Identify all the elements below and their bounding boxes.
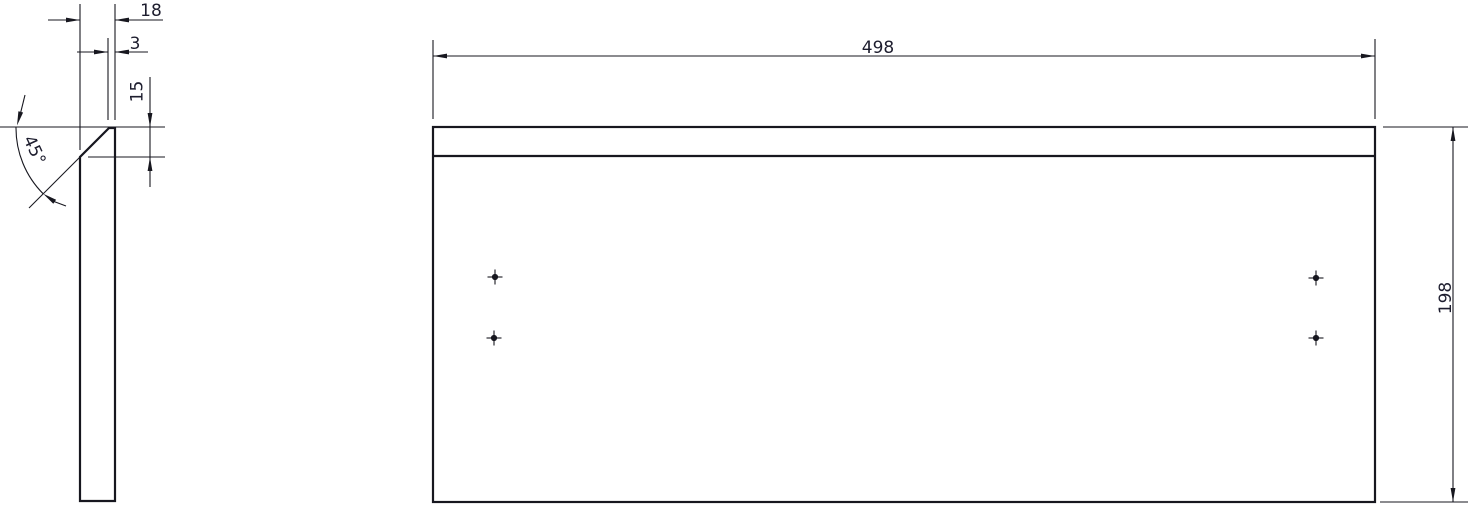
arrowhead bbox=[147, 113, 153, 127]
arrowhead bbox=[1361, 53, 1375, 59]
hole-center-mark-top-right bbox=[1308, 270, 1324, 286]
arrowhead bbox=[433, 53, 447, 59]
arrow-tail bbox=[20, 94, 26, 113]
arrowhead bbox=[115, 49, 129, 55]
front-view-outline bbox=[431, 125, 1377, 504]
dimension-thickness: 18 bbox=[48, 1, 163, 150]
dimension-chamfer-height: 15 bbox=[0, 77, 165, 187]
dim-text-width: 498 bbox=[862, 38, 894, 58]
dimension-top-flat: 3 bbox=[77, 34, 148, 120]
dimension-height: 198 bbox=[1380, 126, 1468, 503]
arrowhead bbox=[66, 17, 80, 23]
dimension-width: 498 bbox=[432, 38, 1376, 119]
side-view-outline bbox=[78, 126, 117, 503]
hole-center-mark-bottom-right bbox=[1308, 330, 1324, 346]
angle-arc bbox=[15, 126, 44, 195]
dim-text-thickness: 18 bbox=[140, 1, 162, 21]
arrowhead bbox=[43, 193, 57, 204]
arrowhead bbox=[147, 157, 153, 171]
dim-text-chamfer-height: 15 bbox=[128, 81, 148, 103]
arrow-tail bbox=[53, 200, 67, 207]
arrowhead bbox=[94, 49, 108, 55]
chamfer-extension-line bbox=[28, 156, 81, 209]
arrowhead bbox=[115, 17, 129, 23]
front-view bbox=[431, 125, 1377, 504]
hole-center-mark-top-left bbox=[487, 269, 503, 285]
arrowhead bbox=[17, 111, 24, 126]
arrowhead bbox=[1450, 488, 1456, 502]
arrowhead bbox=[1450, 127, 1456, 141]
dim-text-height: 198 bbox=[1436, 282, 1456, 314]
dimension-chamfer-angle: 45° bbox=[15, 94, 81, 209]
hole-center-mark-bottom-left bbox=[486, 330, 502, 346]
dim-text-top-flat: 3 bbox=[130, 34, 141, 54]
side-view bbox=[78, 126, 117, 503]
